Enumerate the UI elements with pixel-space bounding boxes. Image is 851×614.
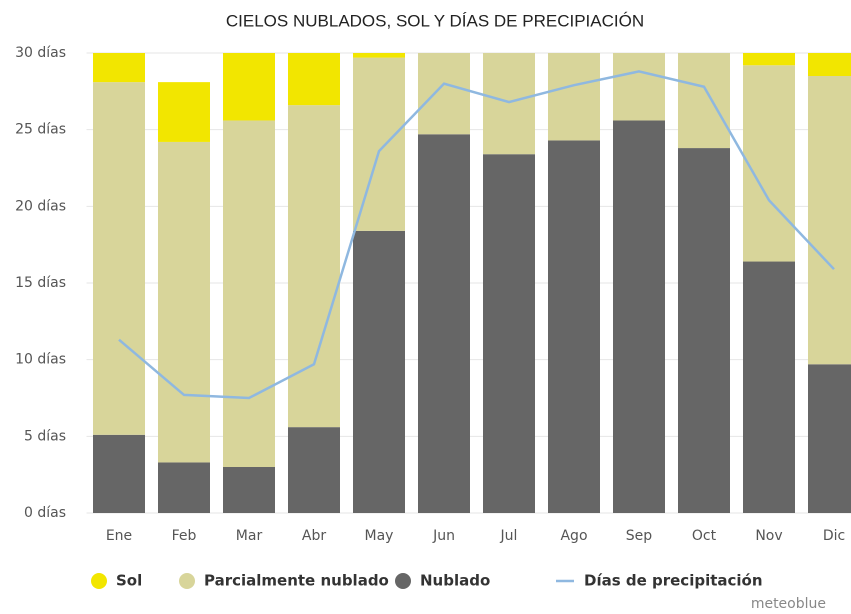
bar-segment [353,53,405,58]
bar-segment [288,53,340,106]
legend-swatch [91,573,107,589]
precip-line [118,70,835,400]
bar-segment [548,53,600,141]
y-tick-label: 10 días [15,352,66,368]
bar-segment [93,53,145,83]
bar-segment [808,53,851,76]
x-tick-label: Jun [432,528,455,544]
bar-segment [353,57,405,231]
x-tick-label: Ene [106,528,132,544]
legend-label: Días de precipitación [584,572,763,590]
y-tick-label: 5 días [24,428,66,444]
x-tick-label: Feb [172,528,197,544]
bar-segment [158,82,210,142]
bar-segment [353,230,405,513]
bar-segment [678,53,730,149]
bar-segment [743,65,795,262]
bar-segment [288,105,340,428]
bar-segment [93,82,145,435]
bar-segment [613,120,665,513]
bar-segment [418,53,470,135]
bar-segment [288,427,340,513]
bar-segment [158,462,210,513]
bar-segment [223,467,275,513]
credit: meteoblue [751,596,826,612]
legend-swatch [395,573,411,589]
bar-segment [93,434,145,513]
y-tick-label: 30 días [15,45,66,61]
bar-segment [743,261,795,513]
chart-title: CIELOS NUBLADOS, SOL Y DÍAS DE PRECIPIAC… [226,11,644,30]
bar-segment [808,76,851,365]
legend-label: Parcialmente nublado [204,572,389,590]
y-tick-label: 0 días [24,505,66,521]
bar-segment [158,141,210,463]
bar-segment [743,53,795,66]
bar-segment [418,134,470,513]
bar-segment [548,140,600,513]
bar-segment [613,53,665,121]
bar-segment [483,154,535,513]
x-tick-label: Nov [755,528,782,544]
bar-segment [483,53,535,155]
x-tick-label: Jul [500,528,518,544]
x-tick-label: Dic [823,528,845,544]
bar-segment [808,364,851,513]
bar-segment [223,120,275,467]
x-tick-label: Mar [236,528,263,544]
bar-segment [223,53,275,121]
y-tick-label: 15 días [15,275,66,291]
x-tick-label: Abr [302,528,326,544]
y-tick-label: 25 días [15,122,66,138]
x-tick-label: Ago [560,528,587,544]
x-tick-label: May [365,528,394,544]
legend-swatch [179,573,195,589]
y-tick-label: 20 días [15,198,66,214]
bar-segment [678,148,730,514]
x-tick-label: Oct [692,528,717,544]
legend-label: Sol [116,572,142,590]
x-tick-label: Sep [626,528,653,544]
legend-label: Nublado [420,572,490,590]
